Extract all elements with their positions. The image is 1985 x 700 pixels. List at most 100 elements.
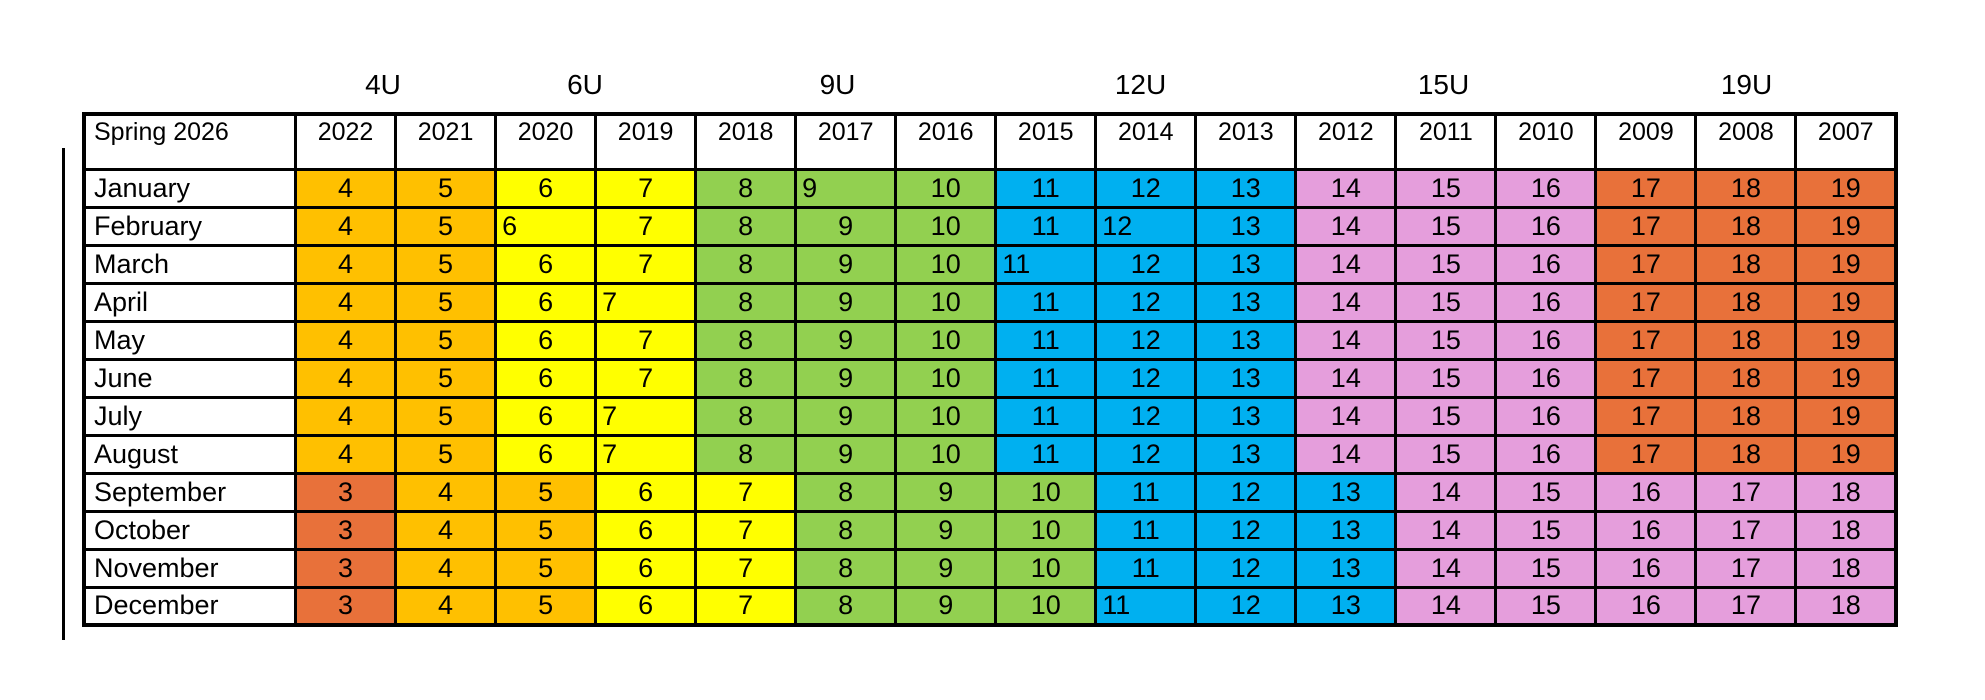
age-cell: 15 [1394,205,1498,247]
table-header-row: Spring 2026 2022 2021 2020 2019 2018 2017 2016… [82,112,1898,171]
age-cell: 8 [694,281,798,323]
age-cell: 7 [594,205,698,247]
age-cell: 15 [1394,319,1498,361]
age-cell: 7 [594,319,698,361]
age-cell: 5 [394,395,498,437]
age-cell: 17 [1694,585,1798,627]
age-cell: 18 [1694,319,1798,361]
age-cell: 16 [1594,471,1698,513]
age-cell: 8 [794,509,898,551]
age-group-label: 19U [1720,69,1773,100]
age-cell: 17 [1594,281,1698,323]
age-cell: 11 [994,281,1098,323]
age-cell: 14 [1394,585,1498,627]
age-cell: 18 [1694,433,1798,475]
age-cell: 12 [1194,547,1298,589]
age-cell: 15 [1394,167,1498,209]
age-cell: 4 [293,357,398,399]
month-label-cell: April [82,281,297,323]
age-cell: 16 [1494,243,1598,285]
month-label-cell: February [82,205,297,247]
age-cell: 6 [494,319,598,361]
year-header-cell: 2008 [1694,112,1798,171]
age-cell: 17 [1594,395,1698,437]
age-cell: 7 [594,243,698,285]
age-cell: 8 [794,547,898,589]
age-cell: 16 [1494,357,1598,399]
age-cell: 9 [894,547,998,589]
age-cell: 19 [1794,281,1898,323]
age-cell: 18 [1794,547,1898,589]
age-cell: 12 [1194,509,1298,551]
month-label-cell: May [82,319,297,361]
age-cell: 13 [1294,585,1398,627]
age-group-label: 4U [365,69,401,100]
month-label-cell: October [82,509,297,551]
age-cell: 3 [293,585,398,627]
year-header-cell: 2014 [1094,112,1198,171]
age-cell: 14 [1394,547,1498,589]
month-row: March 4 5 6 7 8 9 10 11 12 13 14 15 16 17 18 19 [82,243,1898,285]
age-cell: 9 [894,509,998,551]
age-cell: 19 [1794,357,1898,399]
age-cell: 15 [1394,357,1498,399]
age-cell: 6 [494,433,598,475]
age-cell: 15 [1394,395,1498,437]
age-cell: 17 [1594,167,1698,209]
month-label-cell: June [82,357,297,399]
age-cell: 16 [1594,509,1698,551]
age-cell: 17 [1594,319,1698,361]
age-cell: 7 [594,281,698,323]
age-cell: 9 [794,319,898,361]
age-cell: 6 [494,395,598,437]
age-cell: 5 [394,319,498,361]
age-group-label: 12U [1114,69,1167,100]
month-row: January 4 5 6 7 8 9 10 11 12 13 14 15 16 17 18 19 [82,167,1898,209]
age-matrix-table: Spring 2026 2022 2021 2020 2019 2018 2017 2016… [82,112,1898,627]
age-group-label: 9U [819,69,856,100]
age-cell: 19 [1794,167,1898,209]
year-header-cell: 2012 [1294,112,1398,171]
year-header-cell: 2009 [1594,112,1698,171]
age-cell: 19 [1794,433,1898,475]
age-cell: 4 [394,585,498,627]
age-cell: 17 [1694,509,1798,551]
table-title-cell: Spring 2026 [82,112,297,171]
month-row: April 4 5 6 7 8 9 10 11 12 13 14 15 16 17 18 19 [82,281,1898,323]
age-cell: 11 [994,357,1098,399]
age-cell: 12 [1094,281,1198,323]
table-header: Spring 2026 2022 2021 2020 2019 2018 2017 2016… [82,112,1898,171]
age-cell: 7 [694,585,798,627]
age-cell: 16 [1494,433,1598,475]
month-label-cell: September [82,471,297,513]
age-cell: 11 [1094,585,1198,627]
month-row: February 4 5 6 7 8 9 10 11 12 13 14 15 16 17 18 19 [82,205,1898,247]
age-cell: 17 [1594,357,1698,399]
age-cell: 18 [1694,243,1798,285]
age-cell: 15 [1394,243,1498,285]
age-cell: 5 [494,547,598,589]
age-cell: 5 [494,509,598,551]
month-row: May 4 5 6 7 8 9 10 11 12 13 14 15 16 17 18 19 [82,319,1898,361]
age-cell: 15 [1494,509,1598,551]
age-cell: 10 [894,357,998,399]
month-row: November 3 4 5 6 7 8 9 10 11 12 13 14 15 16 17 18 [82,547,1898,589]
age-cell: 6 [594,509,698,551]
age-cell: 18 [1694,395,1798,437]
age-cell: 14 [1394,471,1498,513]
month-label-cell: November [82,547,297,589]
age-cell: 11 [994,205,1098,247]
age-cell: 4 [293,433,398,475]
age-cell: 3 [293,509,398,551]
age-cell: 4 [293,319,398,361]
age-cell: 18 [1794,585,1898,627]
age-cell: 5 [394,281,498,323]
age-cell: 11 [1094,547,1198,589]
year-header-cell: 2018 [694,112,798,171]
age-cell: 5 [394,357,498,399]
age-cell: 7 [594,395,698,437]
age-cell: 15 [1494,471,1598,513]
month-label-cell: July [82,395,297,437]
age-cell: 8 [694,357,798,399]
age-cell: 5 [494,471,598,513]
